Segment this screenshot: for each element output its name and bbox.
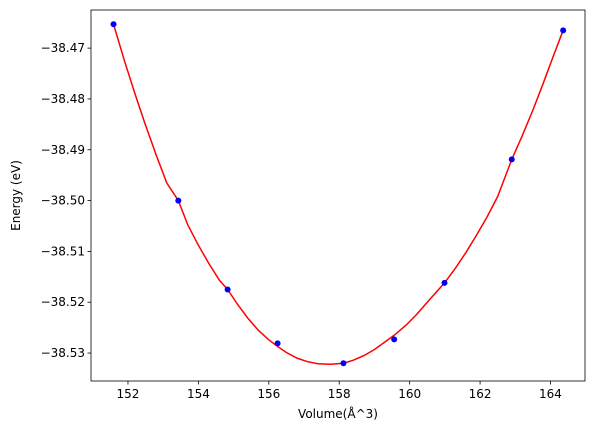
x-tick-label: 152 (117, 387, 140, 401)
x-tick-label: 154 (187, 387, 210, 401)
x-tick-label: 164 (539, 387, 562, 401)
x-tick-label: 160 (398, 387, 421, 401)
plot-area (110, 21, 567, 367)
data-point (391, 336, 398, 343)
y-tick-label: −38.50 (41, 194, 85, 208)
x-axis-label: Volume(Å^3) (298, 406, 378, 421)
y-tick-label: −38.52 (41, 295, 85, 309)
x-tick-label: 162 (469, 387, 492, 401)
y-axis: −38.47 −38.48 −38.49 −38.50 −38.51 −38.52 −38.… (41, 41, 91, 360)
y-axis-label: Energy (eV) (9, 160, 23, 231)
x-tick-label: 158 (328, 387, 351, 401)
data-point (175, 197, 182, 204)
fit-curve (112, 24, 564, 365)
y-tick-label: −38.47 (41, 41, 85, 55)
axes-frame (90, 9, 586, 382)
data-point (224, 286, 231, 293)
data-point (560, 27, 567, 34)
y-tick-label: −38.51 (41, 244, 85, 258)
data-point (340, 360, 347, 367)
y-tick-label: −38.49 (41, 143, 85, 157)
data-point (110, 21, 117, 28)
x-axis: 152 154 156 158 160 162 164 (117, 381, 562, 401)
data-point (508, 156, 515, 163)
data-point (441, 279, 448, 286)
data-point (274, 340, 281, 347)
x-tick-label: 156 (257, 387, 280, 401)
y-tick-label: −38.53 (41, 346, 85, 360)
y-tick-label: −38.48 (41, 92, 85, 106)
